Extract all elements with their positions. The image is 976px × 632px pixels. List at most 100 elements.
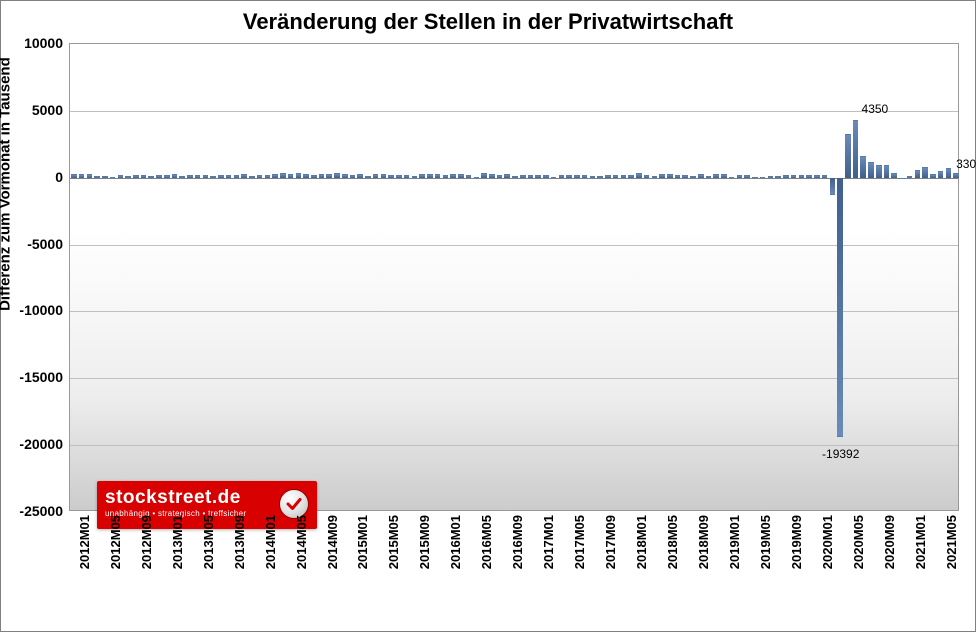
bar: [396, 175, 402, 178]
bar: [474, 177, 480, 178]
bar: [210, 176, 216, 178]
bar: [443, 175, 449, 177]
bar: [953, 173, 959, 177]
bar: [102, 176, 108, 178]
x-tick-label: 2012M01: [77, 515, 92, 569]
bar: [218, 175, 224, 178]
bar: [234, 175, 240, 177]
x-tick-label: 2020M09: [882, 515, 897, 569]
bar: [381, 174, 387, 178]
bar: [311, 175, 317, 178]
x-tick-label: 2018M09: [696, 515, 711, 569]
bar: [853, 120, 859, 178]
bar: [133, 175, 139, 177]
bar: [868, 162, 874, 177]
bar: [280, 173, 286, 177]
bar: [938, 171, 944, 178]
bar: [156, 175, 162, 178]
x-tick-label: 2019M01: [727, 515, 742, 569]
bar: [628, 175, 634, 178]
bar: [574, 175, 580, 178]
x-tick-label: 2017M01: [541, 515, 556, 569]
bar: [744, 175, 750, 178]
y-tick-label: 5000: [7, 102, 63, 118]
x-tick-label: 2012M05: [108, 515, 123, 569]
bar: [791, 175, 797, 178]
bar: [551, 177, 557, 178]
bar: [605, 175, 611, 178]
x-tick-label: 2013M01: [170, 515, 185, 569]
x-tick-label: 2016M01: [448, 515, 463, 569]
y-tick-label: 10000: [7, 35, 63, 51]
y-tick-label: 0: [7, 169, 63, 185]
bar: [621, 175, 627, 178]
bar: [729, 177, 735, 178]
x-tick-label: 2014M01: [263, 515, 278, 569]
bar: [535, 175, 541, 178]
bar: [783, 175, 789, 178]
gridline: [70, 378, 958, 379]
bar: [404, 175, 410, 177]
bar: [164, 175, 170, 178]
bar: [907, 176, 913, 178]
bar: [187, 175, 193, 178]
plot-area: 4350-19392330: [69, 43, 959, 511]
bar: [876, 165, 882, 178]
bar: [652, 176, 658, 178]
bar: [110, 177, 116, 178]
bar: [582, 175, 588, 178]
bar: [365, 176, 371, 177]
gridline: [70, 245, 958, 246]
bar: [334, 173, 340, 178]
bar: [87, 174, 93, 177]
bar: [644, 175, 650, 178]
bar: [118, 175, 124, 177]
x-tick-label: 2020M05: [851, 515, 866, 569]
bar: [125, 176, 131, 178]
bar: [427, 174, 433, 177]
bar: [845, 134, 851, 178]
bar: [659, 174, 665, 178]
gridline: [70, 178, 958, 179]
bar: [257, 175, 263, 177]
x-tick-label: 2012M09: [139, 515, 154, 569]
bar: [357, 174, 363, 178]
bar: [303, 174, 309, 177]
x-tick-label: 2021M01: [913, 515, 928, 569]
x-tick-label: 2020M01: [820, 515, 835, 569]
bar: [860, 156, 866, 178]
bar: [350, 175, 356, 178]
y-tick-label: -20000: [7, 436, 63, 452]
bar: [721, 174, 727, 177]
y-tick-label: -10000: [7, 302, 63, 318]
x-tick-label: 2015M09: [417, 515, 432, 569]
gridline: [70, 111, 958, 112]
bar: [799, 175, 805, 178]
bar: [822, 175, 828, 178]
bar: [891, 173, 897, 178]
x-tick-label: 2014M09: [325, 515, 340, 569]
bar: [930, 174, 936, 177]
bar: [94, 176, 100, 178]
data-label: -19392: [822, 447, 859, 461]
bar: [419, 174, 425, 178]
bar: [481, 173, 487, 177]
x-tick-label: 2017M09: [603, 515, 618, 569]
bar: [450, 174, 456, 177]
bar: [288, 174, 294, 178]
bar: [814, 175, 820, 178]
bar: [528, 175, 534, 178]
gridline: [70, 445, 958, 446]
bar: [899, 178, 905, 179]
data-label: 330: [956, 157, 976, 171]
bar: [265, 175, 271, 177]
chart-title: Veränderung der Stellen in der Privatwir…: [1, 9, 975, 35]
bar: [690, 176, 696, 178]
bar: [179, 176, 185, 178]
bar: [435, 174, 441, 178]
bar: [713, 174, 719, 177]
x-tick-label: 2013M09: [232, 515, 247, 569]
bar: [590, 176, 596, 178]
bar: [806, 175, 812, 178]
bar: [504, 174, 510, 178]
